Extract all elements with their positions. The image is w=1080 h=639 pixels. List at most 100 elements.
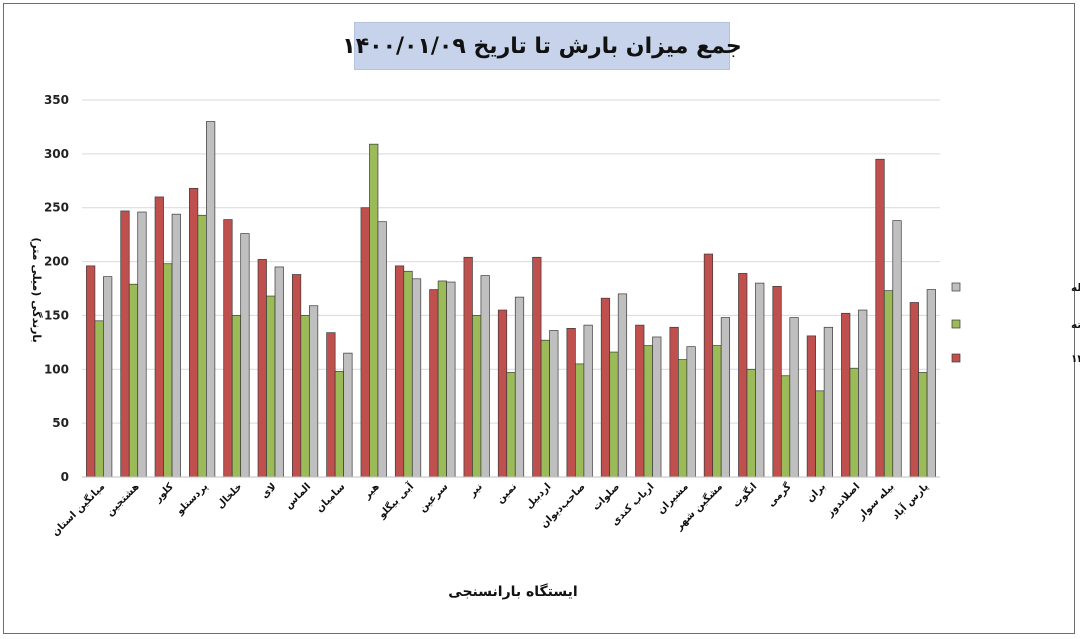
y-tick-label: 350 <box>44 93 69 107</box>
bar <box>926 289 936 478</box>
bar <box>540 339 550 478</box>
legend-swatch <box>951 282 961 292</box>
bar <box>532 256 542 478</box>
bar <box>883 290 894 478</box>
bar <box>266 295 276 478</box>
x-category-label: نیر <box>466 481 484 499</box>
x-category-label: میانگین استان <box>49 480 108 539</box>
bar <box>686 346 696 478</box>
bar <box>137 211 147 478</box>
legend-label: سال آبی گذشته <box>1071 318 1080 331</box>
legend-swatch <box>951 353 961 363</box>
bar <box>411 278 422 478</box>
bar <box>841 312 851 478</box>
y-tick-label: 250 <box>44 201 69 215</box>
x-category-label: آبی بیگلو <box>375 480 417 522</box>
bar <box>463 256 473 478</box>
bar <box>86 265 96 478</box>
y-tick-label: 50 <box>52 416 69 430</box>
bar <box>472 315 482 478</box>
x-category-label: کلور <box>152 481 176 505</box>
bar <box>566 328 576 478</box>
bar <box>171 213 181 478</box>
x-category-label: مشیران <box>656 481 691 516</box>
bar <box>806 335 816 478</box>
bar <box>849 367 859 478</box>
bar <box>334 371 344 478</box>
x-category-label: پردستلو <box>174 481 211 518</box>
bar <box>514 296 525 478</box>
bar <box>257 259 267 478</box>
x-category-label: خلخال <box>215 481 245 511</box>
bar <box>755 282 765 478</box>
bar <box>497 309 508 478</box>
bar <box>223 219 233 478</box>
bar <box>738 273 748 478</box>
bar <box>189 187 199 478</box>
y-tick-label: 300 <box>44 147 69 161</box>
bars <box>86 121 936 478</box>
y-tick-label: 100 <box>44 362 69 376</box>
bar <box>231 315 242 478</box>
bar <box>617 293 628 478</box>
bar <box>780 375 791 478</box>
bar <box>575 363 585 478</box>
bar <box>669 326 679 478</box>
bar <box>446 281 456 478</box>
bar <box>240 233 250 478</box>
bar <box>909 302 919 478</box>
x-category-label: سرعین <box>417 481 450 514</box>
legend-swatch <box>951 319 961 329</box>
bar <box>274 266 284 478</box>
bar <box>549 330 559 478</box>
bar <box>746 368 756 478</box>
bar <box>703 253 714 478</box>
bar <box>789 317 799 478</box>
bar <box>128 283 139 478</box>
bar <box>403 270 413 478</box>
x-category-label: الماس <box>283 481 313 511</box>
bar <box>360 207 370 478</box>
bar <box>120 210 130 478</box>
bar <box>437 280 447 478</box>
x-axis-title: ایستگاه بارانسنجی <box>448 583 577 600</box>
bar <box>875 158 885 478</box>
bar <box>394 265 405 478</box>
bar <box>918 372 928 478</box>
bar <box>308 305 319 478</box>
y-tick-label: 150 <box>44 308 69 322</box>
bar <box>506 372 516 478</box>
bar <box>712 345 722 478</box>
x-category-label: انگوت <box>729 480 759 510</box>
bar <box>600 297 611 478</box>
bar <box>858 309 868 478</box>
x-category-label: سامیان <box>314 481 347 514</box>
chart-title: جمع میزان بارش تا تاریخ ۱۴۰۰/۰۱/۰۹ <box>342 33 742 59</box>
bar <box>163 263 173 478</box>
bar <box>480 275 490 478</box>
x-category-label: هیر <box>361 481 382 502</box>
x-category-label: بران <box>805 481 828 504</box>
legend: متوسط بلندمدت ۳۰ ساله سال آبی گذشته سال آب… <box>951 282 1080 365</box>
bar <box>154 196 164 478</box>
bar <box>772 285 782 478</box>
bar <box>197 214 207 478</box>
x-category-label: هشتجین <box>104 481 141 518</box>
x-category-label: اردبیل <box>524 481 554 511</box>
bar <box>609 351 619 478</box>
x-category-label: نمین <box>495 481 519 505</box>
legend-label: متوسط بلندمدت ۳۰ ساله <box>1071 282 1080 294</box>
y-tick-label: 0 <box>61 470 69 484</box>
x-category-label: بیله سوار <box>855 481 897 523</box>
bar <box>583 324 593 478</box>
bar <box>892 220 902 478</box>
bar <box>300 315 310 478</box>
x-category-label: لای <box>259 481 279 501</box>
bar <box>823 326 833 478</box>
x-category-label: صلوات <box>591 481 622 512</box>
chart-title-box: جمع میزان بارش تا تاریخ ۱۴۰۰/۰۱/۰۹ <box>342 22 742 70</box>
bar <box>103 276 113 478</box>
x-category-label: پارس آباد <box>889 480 931 522</box>
